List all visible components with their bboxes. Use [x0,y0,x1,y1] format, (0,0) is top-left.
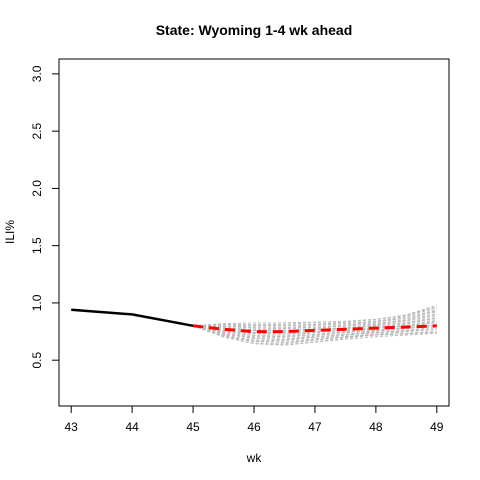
y-axis: 0.5 1.0 1.5 2.0 2.5 3.0 [30,65,59,368]
plot-frame [59,59,449,406]
x-tick-label: 43 [65,420,79,434]
x-tick-label: 48 [369,420,383,434]
y-axis-label: ILI% [3,220,17,244]
x-axis-label: wk [246,451,263,465]
observed-line [71,310,193,326]
observed-series [71,310,193,326]
chart-title: State: Wyoming 1-4 wk ahead [156,22,353,38]
y-tick-label: 2.0 [30,180,44,197]
x-tick-label: 45 [186,420,200,434]
x-tick-label: 49 [430,420,444,434]
y-tick-label: 1.0 [30,294,44,311]
y-tick-label: 0.5 [30,352,44,369]
y-tick-label: 3.0 [30,65,44,82]
simulation-lines [193,305,437,345]
x-tick-label: 47 [308,420,322,434]
x-axis: 43 44 45 46 47 48 49 [65,406,444,434]
x-tick-label: 44 [125,420,139,434]
y-tick-label: 2.5 [30,122,44,139]
x-tick-label: 46 [247,420,261,434]
y-tick-label: 1.5 [30,237,44,254]
